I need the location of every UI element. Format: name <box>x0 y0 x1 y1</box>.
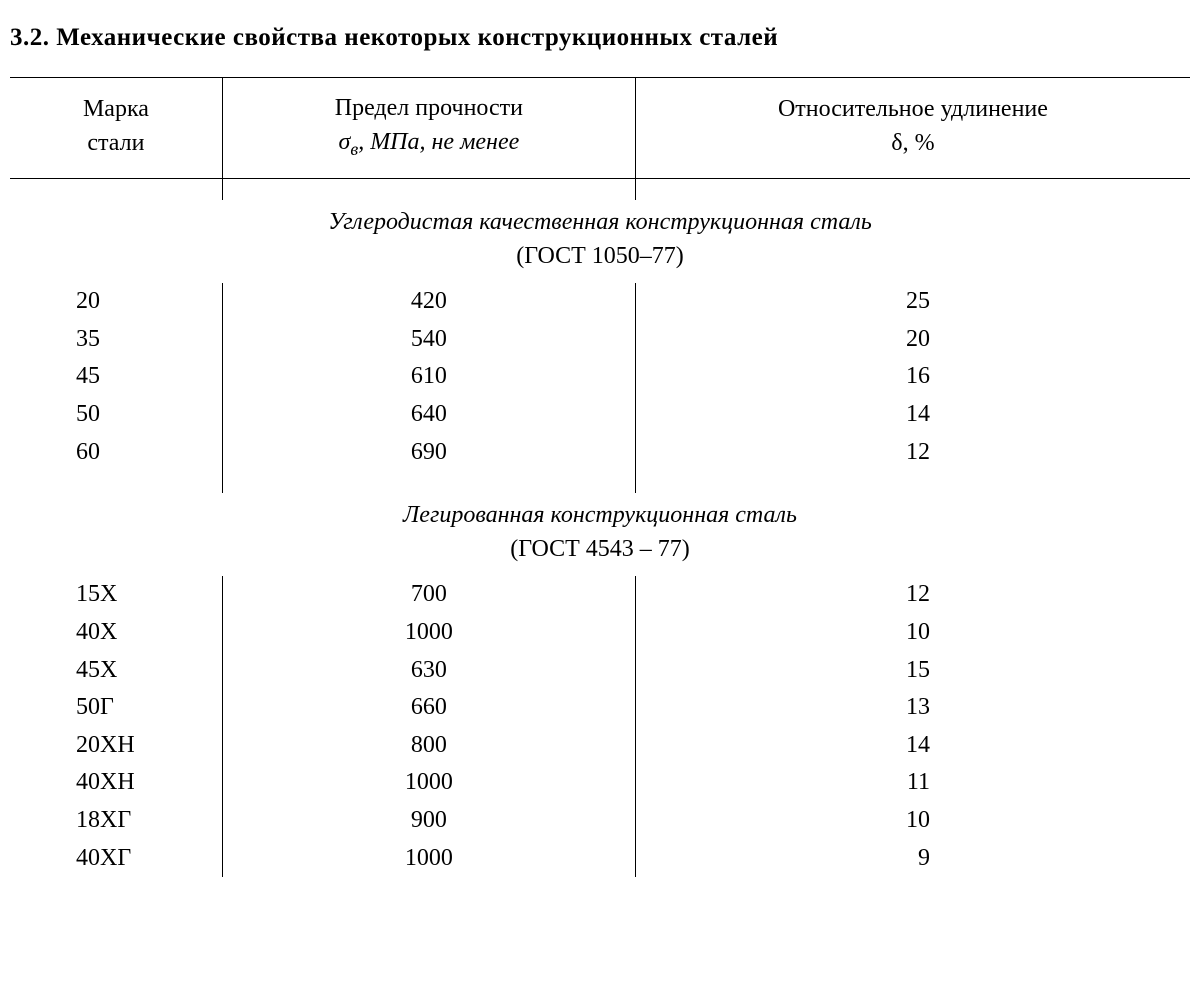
cell-elongation: 13 <box>635 689 1190 727</box>
cell-elongation: 15 <box>635 652 1190 690</box>
cell-strength: 1000 <box>222 614 635 652</box>
cell-grade: 35 <box>10 321 222 359</box>
cell-elongation: 9 <box>635 840 1190 878</box>
section-gost: (ГОСТ 4543 – 77) <box>10 533 1190 567</box>
cell-grade: 40ХН <box>10 764 222 802</box>
strength-unit: , МПа, не менее <box>358 129 519 155</box>
cell-strength: 420 <box>222 283 635 321</box>
cell-strength: 640 <box>222 396 635 434</box>
cell-elongation: 12 <box>635 576 1190 614</box>
cell-strength: 610 <box>222 358 635 396</box>
cell-elongation: 14 <box>635 396 1190 434</box>
cell-grade: 60 <box>10 434 222 472</box>
cell-grade: 15Х <box>10 576 222 614</box>
column-header-elongation-line1: Относительное удлинение <box>646 93 1180 127</box>
cell-elongation: 20 <box>635 321 1190 359</box>
column-header-grade: Марка стали <box>10 78 222 179</box>
column-header-elongation: Относительное удлинение δ, % <box>635 78 1190 179</box>
sigma-symbol: σ <box>339 129 351 155</box>
cell-grade: 40ХГ <box>10 840 222 878</box>
cell-strength: 1000 <box>222 840 635 878</box>
section-gost: (ГОСТ 1050–77) <box>10 240 1190 274</box>
cell-strength: 540 <box>222 321 635 359</box>
cell-grade: 50Г <box>10 689 222 727</box>
cell-grade: 45Х <box>10 652 222 690</box>
cell-strength: 800 <box>222 727 635 765</box>
column-header-grade-line2: стали <box>20 127 212 161</box>
cell-elongation: 16 <box>635 358 1190 396</box>
table-row: 4561016 <box>10 358 1190 396</box>
table-row: 18ХГ90010 <box>10 802 1190 840</box>
cell-elongation: 12 <box>635 434 1190 472</box>
steel-properties-table: Марка стали Предел прочности σв, МПа, не… <box>10 77 1190 877</box>
cell-elongation: 11 <box>635 764 1190 802</box>
sigma-subscript: в <box>350 138 358 158</box>
cell-strength: 690 <box>222 434 635 472</box>
cell-strength: 700 <box>222 576 635 614</box>
cell-grade: 20ХН <box>10 727 222 765</box>
rule-tick-row <box>10 178 1190 200</box>
table-header-row: Марка стали Предел прочности σв, МПа, не… <box>10 78 1190 179</box>
table-row: 2042025 <box>10 283 1190 321</box>
cell-elongation: 10 <box>635 614 1190 652</box>
section-name: Углеродистая качественная конструкционна… <box>328 209 872 235</box>
column-header-strength-line1: Предел прочности <box>233 92 625 126</box>
cell-elongation: 14 <box>635 727 1190 765</box>
column-header-grade-line1: Марка <box>20 93 212 127</box>
cell-grade: 40Х <box>10 614 222 652</box>
column-header-strength-line2: σв, МПа, не менее <box>233 126 625 162</box>
cell-elongation: 10 <box>635 802 1190 840</box>
section-heading-row: Углеродистая качественная конструкционна… <box>10 200 1190 277</box>
cell-strength: 900 <box>222 802 635 840</box>
cell-grade: 50 <box>10 396 222 434</box>
column-header-elongation-line2: δ, % <box>646 127 1180 161</box>
section-name: Легированная конструкционная сталь <box>403 502 797 528</box>
table-row: 3554020 <box>10 321 1190 359</box>
cell-strength: 660 <box>222 689 635 727</box>
cell-elongation: 25 <box>635 283 1190 321</box>
table-row: 40Х100010 <box>10 614 1190 652</box>
table-row: 15Х70012 <box>10 576 1190 614</box>
table-row: 5064014 <box>10 396 1190 434</box>
cell-strength: 630 <box>222 652 635 690</box>
column-header-strength: Предел прочности σв, МПа, не менее <box>222 78 635 179</box>
cell-grade: 18ХГ <box>10 802 222 840</box>
table-caption: 3.2. Механические свойства некоторых кон… <box>10 20 1190 55</box>
cell-grade: 20 <box>10 283 222 321</box>
table-row: 40ХН100011 <box>10 764 1190 802</box>
table-row: 40ХГ10009 <box>10 840 1190 878</box>
cell-grade: 45 <box>10 358 222 396</box>
cell-strength: 1000 <box>222 764 635 802</box>
rule-tick-row <box>10 471 1190 493</box>
table-row: 6069012 <box>10 434 1190 472</box>
section-heading-row: Легированная конструкционная сталь (ГОСТ … <box>10 493 1190 570</box>
table-row: 50Г66013 <box>10 689 1190 727</box>
table-row: 45Х63015 <box>10 652 1190 690</box>
table-row: 20ХН80014 <box>10 727 1190 765</box>
